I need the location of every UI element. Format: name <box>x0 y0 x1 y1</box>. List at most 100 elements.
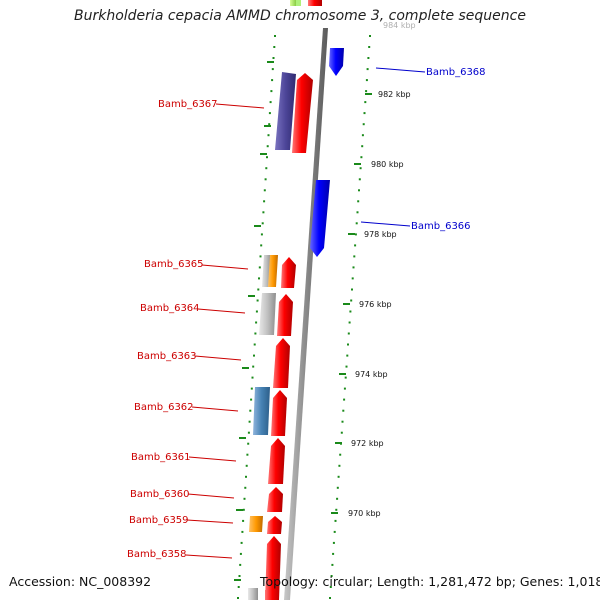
inner-ring-dot <box>263 189 266 192</box>
inner-ring-dot <box>237 586 240 588</box>
label-bamb-6362[interactable]: Bamb_6362 <box>134 402 239 413</box>
gene-label-text[interactable]: Bamb_6363 <box>137 351 197 362</box>
inner-ring-dot <box>254 332 257 335</box>
inner-ring-dot <box>241 530 244 533</box>
label-bamb-6359[interactable]: Bamb_6359 <box>129 515 234 526</box>
gene-label-text[interactable]: Bamb_6366 <box>411 221 471 232</box>
outer-ring-dot <box>363 112 366 115</box>
backbone-ring <box>284 28 328 600</box>
label-bamb-6365[interactable]: Bamb_6365 <box>144 259 249 270</box>
outer-ring-dot <box>351 288 353 291</box>
outer-ring-dot <box>334 519 337 522</box>
gene-bamb-6367 <box>292 73 313 153</box>
outer-ring-dot <box>355 222 358 225</box>
outer-ring-dot <box>353 255 356 258</box>
outer-ring-dot <box>369 35 371 37</box>
outer-ring-dot <box>346 354 349 357</box>
inner-ring-dot <box>274 35 276 37</box>
gene-bamb-6364-partner <box>259 293 276 335</box>
tick-978: 978 kbp <box>348 230 397 239</box>
inner-ring-dot <box>265 167 268 170</box>
inner-ring-dot <box>237 597 239 599</box>
inner-ring-dot <box>267 134 270 137</box>
label-bamb-6360[interactable]: Bamb_6360 <box>130 489 235 500</box>
outer-ring-dot <box>365 79 368 82</box>
outer-ring-dot <box>364 101 367 104</box>
inner-ring-dot <box>243 497 246 500</box>
outer-ring-dot <box>356 211 359 214</box>
inner-ring-dot <box>271 79 274 82</box>
outer-ring-dot <box>342 409 345 412</box>
inner-ring-dot <box>269 101 272 104</box>
inner-ring-dot <box>245 475 247 478</box>
tick-label: 980 kbp <box>371 160 404 169</box>
inner-ring-dot <box>251 376 254 379</box>
label-bamb-6364[interactable]: Bamb_6364 <box>140 303 246 314</box>
gene-label-text[interactable]: Bamb_6361 <box>131 452 191 463</box>
gc-dots-layer <box>234 35 371 599</box>
gene-label-text[interactable]: Bamb_6367 <box>158 99 218 110</box>
inner-ring-dot <box>252 365 255 368</box>
outer-ring-dot <box>351 277 354 280</box>
outer-ring-dot <box>368 46 371 48</box>
gene-bamb-6362-partner <box>253 387 270 435</box>
inner-ring-dot <box>245 464 248 467</box>
tick-980: 980 kbp <box>354 160 404 169</box>
tick-976: 976 kbp <box>343 300 392 309</box>
inner-ring-dot <box>250 398 253 401</box>
tick-label: 976 kbp <box>359 300 392 309</box>
outer-ring-dot <box>344 376 347 379</box>
tick-label: 978 kbp <box>364 230 397 239</box>
outer-ring-dot <box>358 189 360 192</box>
gene-label-text[interactable]: Bamb_6365 <box>144 259 204 270</box>
gene-bamb-6359-partner <box>249 516 263 532</box>
gene-bamb-6359 <box>267 516 282 534</box>
gene-label-text[interactable]: Bamb_6364 <box>140 303 200 314</box>
tick-972: 972 kbp <box>335 439 384 448</box>
label-bamb-6363[interactable]: Bamb_6363 <box>137 351 242 362</box>
inner-ring-dot <box>238 575 241 577</box>
inner-ring-dot <box>242 508 245 511</box>
gene-label-text[interactable]: Bamb_6358 <box>127 549 187 560</box>
outer-ring-dot <box>350 299 353 302</box>
tick-982: 982 kbp <box>365 90 411 99</box>
inner-ring-dot <box>247 442 250 445</box>
gene-bamb-6358 <box>265 536 281 600</box>
label-bamb-6368[interactable]: Bamb_6368 <box>375 67 486 78</box>
inner-ring-dot <box>266 156 268 159</box>
outer-ring-dot <box>345 365 348 368</box>
outer-ring-dot <box>362 123 365 126</box>
inner-ring-dot <box>239 563 242 566</box>
gene-label-text[interactable]: Bamb_6360 <box>130 489 190 500</box>
label-bamb-6367[interactable]: Bamb_6367 <box>158 99 265 110</box>
inner-ring-dot <box>261 222 264 225</box>
gene-label-text[interactable]: Bamb_6362 <box>134 402 194 413</box>
label-bamb-6366[interactable]: Bamb_6366 <box>360 221 471 232</box>
tick-970: 970 kbp <box>331 509 381 518</box>
gene-bamb-6360 <box>267 487 283 512</box>
tick-label: 972 kbp <box>351 439 384 448</box>
outer-ring-dot <box>329 597 331 599</box>
tick-label: 984 kbp <box>383 21 416 30</box>
outer-ring-dot <box>336 486 339 489</box>
gene-label-text[interactable]: Bamb_6368 <box>426 67 486 78</box>
inner-ring-dot <box>257 288 260 291</box>
outer-ring-dot <box>331 563 334 566</box>
label-bamb-6361[interactable]: Bamb_6361 <box>131 452 237 463</box>
outer-ring-dot <box>354 233 357 236</box>
outer-ring-dot <box>339 453 342 456</box>
inner-ring-dot <box>255 310 258 313</box>
gene-label-text[interactable]: Bamb_6359 <box>129 515 189 526</box>
label-bamb-6358[interactable]: Bamb_6358 <box>127 549 233 560</box>
inner-ring-dot <box>268 112 271 115</box>
gene-bamb-6363 <box>273 338 290 388</box>
outer-ring-dot <box>367 57 370 59</box>
inner-ring-dot <box>272 57 275 59</box>
map-title: Burkholderia cepacia AMMD chromosome 3, … <box>74 8 526 24</box>
inner-ring-dot <box>248 420 251 423</box>
inner-ring-dot <box>266 145 269 148</box>
outer-ring-dot <box>332 552 335 555</box>
outer-ring-dot <box>343 387 346 390</box>
